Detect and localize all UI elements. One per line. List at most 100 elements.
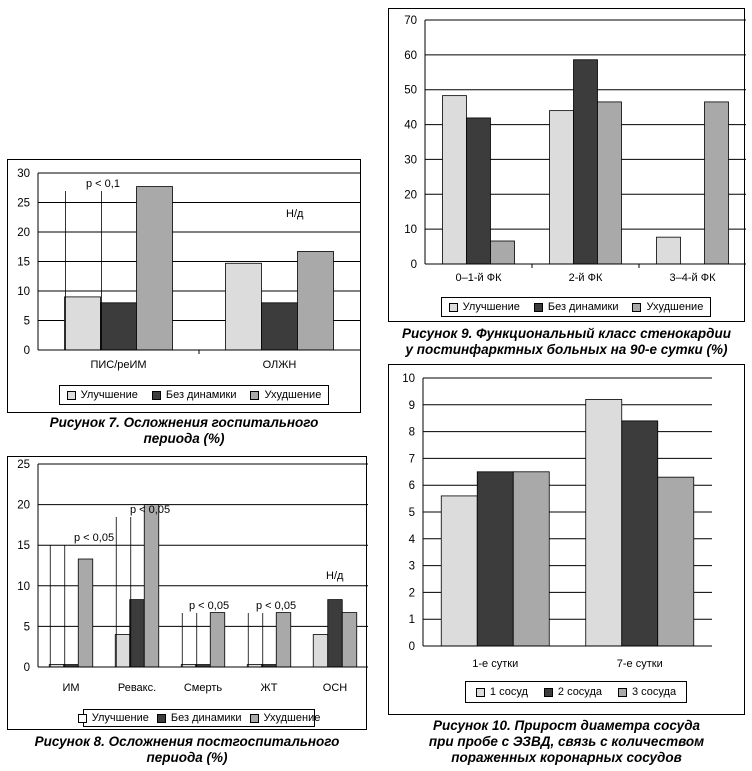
y-tick-label: 0 [411, 259, 417, 271]
y-tick-label: 10 [404, 224, 417, 236]
figure-8-caption: Рисунок 8. Осложнения постгоспитального … [7, 734, 367, 766]
legend-label: Ухудшение [646, 301, 704, 313]
legend-swatch [249, 713, 259, 723]
figure-10-chart: 0 1 2 3 4 5 6 7 8 9 10 1-е сутки 7-е сутки [402, 373, 712, 670]
legend-item-3-vessels: 3 сосуда [617, 686, 677, 698]
legend-item-worsening: Ухудшение [632, 301, 703, 313]
y-tick-label: 0 [24, 345, 30, 357]
y-tick-label: 3 [409, 561, 415, 573]
y-tick-label: 2 [409, 587, 415, 599]
legend-label: 1 сосуд [489, 686, 528, 698]
caption-line: у постинфарктных больных на 90-е сутки (… [405, 342, 728, 357]
y-tick-label: 60 [404, 50, 417, 62]
y-tick-label: 20 [17, 500, 30, 512]
bar [261, 302, 298, 351]
annotation: Н/д [286, 208, 304, 220]
bar [275, 612, 292, 668]
bar [476, 471, 514, 647]
y-tick-label: 5 [24, 316, 30, 328]
x-tick-label: ЖТ [261, 682, 278, 694]
bar [573, 59, 598, 265]
y-tick-label: 10 [402, 373, 415, 385]
legend-item-improvement: Улучшение [77, 712, 149, 724]
y-tick-label: 20 [17, 227, 30, 239]
y-tick-label: 15 [17, 540, 30, 552]
annotation: p < 0,05 [130, 504, 170, 516]
bar [225, 262, 262, 351]
y-tick-label: 5 [409, 507, 415, 519]
y-tick-label: 0 [409, 641, 415, 653]
figure-7-caption: Рисунок 7. Осложнения госпитального пери… [7, 415, 361, 447]
y-tick-label: 1 [409, 614, 415, 626]
figure-8-chart: 0 5 10 15 20 25 ИМ Ревакс. Смерть ЖТ ОСН p < 0,05 p … [17, 459, 368, 694]
legend-swatch [77, 713, 87, 723]
caption-line: пораженных коронарных сосудов [451, 750, 682, 765]
caption-line: Рисунок 10. Прирост диаметра сосуда [432, 718, 701, 733]
bar [136, 186, 173, 351]
figure-9-legend: Улучшение Без динамики Ухудшение [441, 297, 711, 317]
legend-swatch [475, 687, 485, 697]
bar [297, 251, 334, 351]
legend-label: Улучшение [80, 389, 138, 401]
x-tick-label: 2-й ФК [569, 272, 603, 284]
bar [490, 240, 515, 265]
figure-7-chart: 0 5 10 15 20 25 30 ПИС/реИМ ОЛЖН p < 0,1 Н/д [17, 168, 360, 371]
annotation: p < 0,05 [189, 600, 229, 612]
legend-item-improvement: Улучшение [448, 301, 520, 313]
x-tick-label: 7-е сутки [617, 658, 663, 670]
y-tick-label: 30 [404, 154, 417, 166]
y-tick-label: 20 [404, 189, 417, 201]
legend-swatch [617, 687, 627, 697]
y-tick-label: 10 [17, 286, 30, 298]
legend-label: Улучшение [462, 301, 520, 313]
annotation: Н/д [326, 570, 344, 582]
caption-line: периода (%) [143, 431, 225, 446]
figure-9-chart: 0 10 20 30 40 50 60 70 0–1-й ФК 2-й ФК 3–4-й ФК [404, 15, 746, 284]
x-tick-label: ОСН [323, 682, 348, 694]
caption-line: периода (%) [146, 750, 228, 765]
annotation: p < 0,1 [86, 178, 120, 190]
legend-item-worsening: Ухудшение [249, 712, 320, 724]
bar [143, 504, 160, 668]
bar [327, 599, 343, 668]
figure-10-panel: 0 1 2 3 4 5 6 7 8 9 10 1-е сутки 7-е сутки 1 сосуд 2… [388, 364, 745, 715]
caption-line: при пробе с ЭЗВД, связь с количеством [428, 734, 705, 749]
legend-item-improvement: Улучшение [66, 389, 138, 401]
caption-line: Рисунок 8. Осложнения постгоспитального [34, 734, 340, 749]
y-tick-label: 30 [17, 168, 30, 180]
y-tick-label: 10 [17, 581, 30, 593]
legend-item-no-change: Без динамики [151, 389, 236, 401]
caption-line: Рисунок 9. Функциональный класс стенокар… [402, 326, 731, 341]
legend-item-no-change: Без динамики [156, 712, 242, 724]
bar [209, 612, 226, 668]
bar [512, 471, 550, 647]
annotation: p < 0,05 [74, 532, 114, 544]
caption-line: Рисунок 7. Осложнения госпитального [49, 415, 319, 430]
x-tick-label: ПИС/реИМ [90, 359, 146, 371]
figure-10-legend: 1 сосуд 2 сосуда 3 сосуда [465, 681, 687, 703]
y-tick-label: 15 [17, 257, 30, 269]
y-tick-label: 6 [409, 480, 415, 492]
bar [64, 296, 101, 351]
bar [440, 495, 478, 647]
bar [312, 634, 329, 668]
y-tick-label: 7 [409, 453, 415, 465]
legend-swatch [156, 713, 166, 723]
legend-label: Без динамики [170, 712, 242, 724]
legend-label: Без динамики [547, 301, 619, 313]
y-tick-label: 25 [17, 459, 30, 471]
legend-label: Улучшение [91, 712, 149, 724]
legend-item-2-vessels: 2 сосуда [543, 686, 602, 698]
bar [77, 558, 94, 668]
bar [129, 599, 145, 668]
y-tick-label: 50 [404, 85, 417, 97]
figure-7-legend: Улучшение Без динамики Ухудшение [59, 385, 329, 405]
legend-swatch [448, 302, 458, 312]
x-tick-label: 0–1-й ФК [456, 272, 503, 284]
bar [585, 399, 623, 647]
legend-label: 3 сосуда [631, 686, 677, 698]
x-tick-label: Ревакс. [118, 682, 156, 694]
legend-item-worsening: Ухудшение [250, 389, 321, 401]
y-tick-label: 8 [409, 427, 415, 439]
legend-item-no-change: Без динамики [533, 301, 619, 313]
